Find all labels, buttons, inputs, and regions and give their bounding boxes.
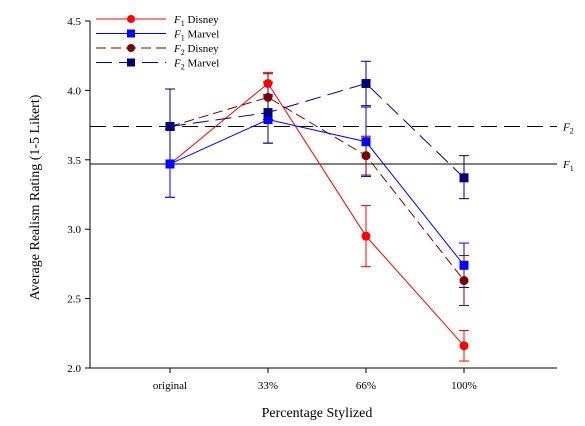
legend-entry-label: F2 Disney: [173, 43, 219, 57]
y-tick-label: 4.0: [67, 85, 81, 97]
data-point: [459, 173, 469, 183]
data-point: [165, 121, 175, 131]
y-tick-label: 4.5: [67, 16, 81, 28]
legend-entry-label-rest: Marvel: [185, 29, 220, 41]
legend-entry-label-main: F: [173, 43, 181, 55]
legend-entry-label-rest: Marvel: [185, 58, 220, 70]
reference-line-label: F2: [562, 121, 574, 135]
y-tick-label: 3.0: [67, 224, 81, 236]
data-point: [361, 78, 371, 88]
reference-line-label-main: F: [562, 159, 570, 171]
legend-marker: [127, 29, 135, 38]
data-point: [263, 78, 273, 88]
legend-entry-label-main: F: [173, 29, 181, 41]
legend-entry-label-rest: Disney: [185, 43, 219, 55]
data-point: [459, 276, 469, 286]
data-point: [263, 92, 273, 102]
legend-marker: [127, 58, 135, 67]
series-line: [169, 82, 465, 179]
y-axis-title: Average Realism Rating (1-5 Likert): [28, 94, 43, 300]
x-tick-label: original: [153, 380, 187, 392]
legend-entry-label-rest: Disney: [185, 14, 219, 26]
data-point: [361, 151, 371, 161]
x-tick-label: 100%: [451, 380, 477, 392]
reference-line-label-sub: 2: [570, 126, 574, 135]
data-point: [459, 341, 469, 351]
data-point: [361, 137, 371, 147]
x-axis-title: Percentage Stylized: [262, 406, 373, 421]
legend-entry-label-main: F: [173, 58, 181, 70]
reference-line-label-sub: 1: [570, 164, 574, 173]
reference-line-label-main: F: [562, 121, 570, 133]
data-point: [165, 159, 175, 169]
data-point: [263, 115, 273, 125]
reference-line-label: F1: [562, 159, 574, 173]
data-point: [263, 108, 273, 118]
series-line: [169, 96, 465, 281]
y-tick-label: 3.5: [67, 155, 81, 167]
legend-entry-label-sub: 1: [181, 19, 185, 28]
legend-marker: [127, 44, 135, 52]
legend-entry-label: F1 Disney: [173, 14, 219, 28]
legend-entry-label-sub: 2: [181, 48, 185, 57]
legend-marker: [127, 15, 135, 23]
series-line: [169, 119, 465, 266]
legend-entry-label-main: F: [173, 14, 181, 26]
data-point: [459, 260, 469, 270]
legend-entry-label: F1 Marvel: [173, 29, 219, 43]
y-tick-label: 2.5: [67, 294, 81, 306]
legend-entry-label-sub: 2: [181, 63, 185, 72]
data-point: [361, 231, 371, 241]
series-line: [169, 82, 465, 347]
legend-entry-label-sub: 1: [181, 34, 185, 43]
y-tick-label: 2.0: [67, 363, 81, 375]
x-tick-label: 66%: [356, 380, 376, 392]
legend-entry-label: F2 Marvel: [173, 58, 219, 72]
x-tick-label: 33%: [258, 380, 278, 392]
